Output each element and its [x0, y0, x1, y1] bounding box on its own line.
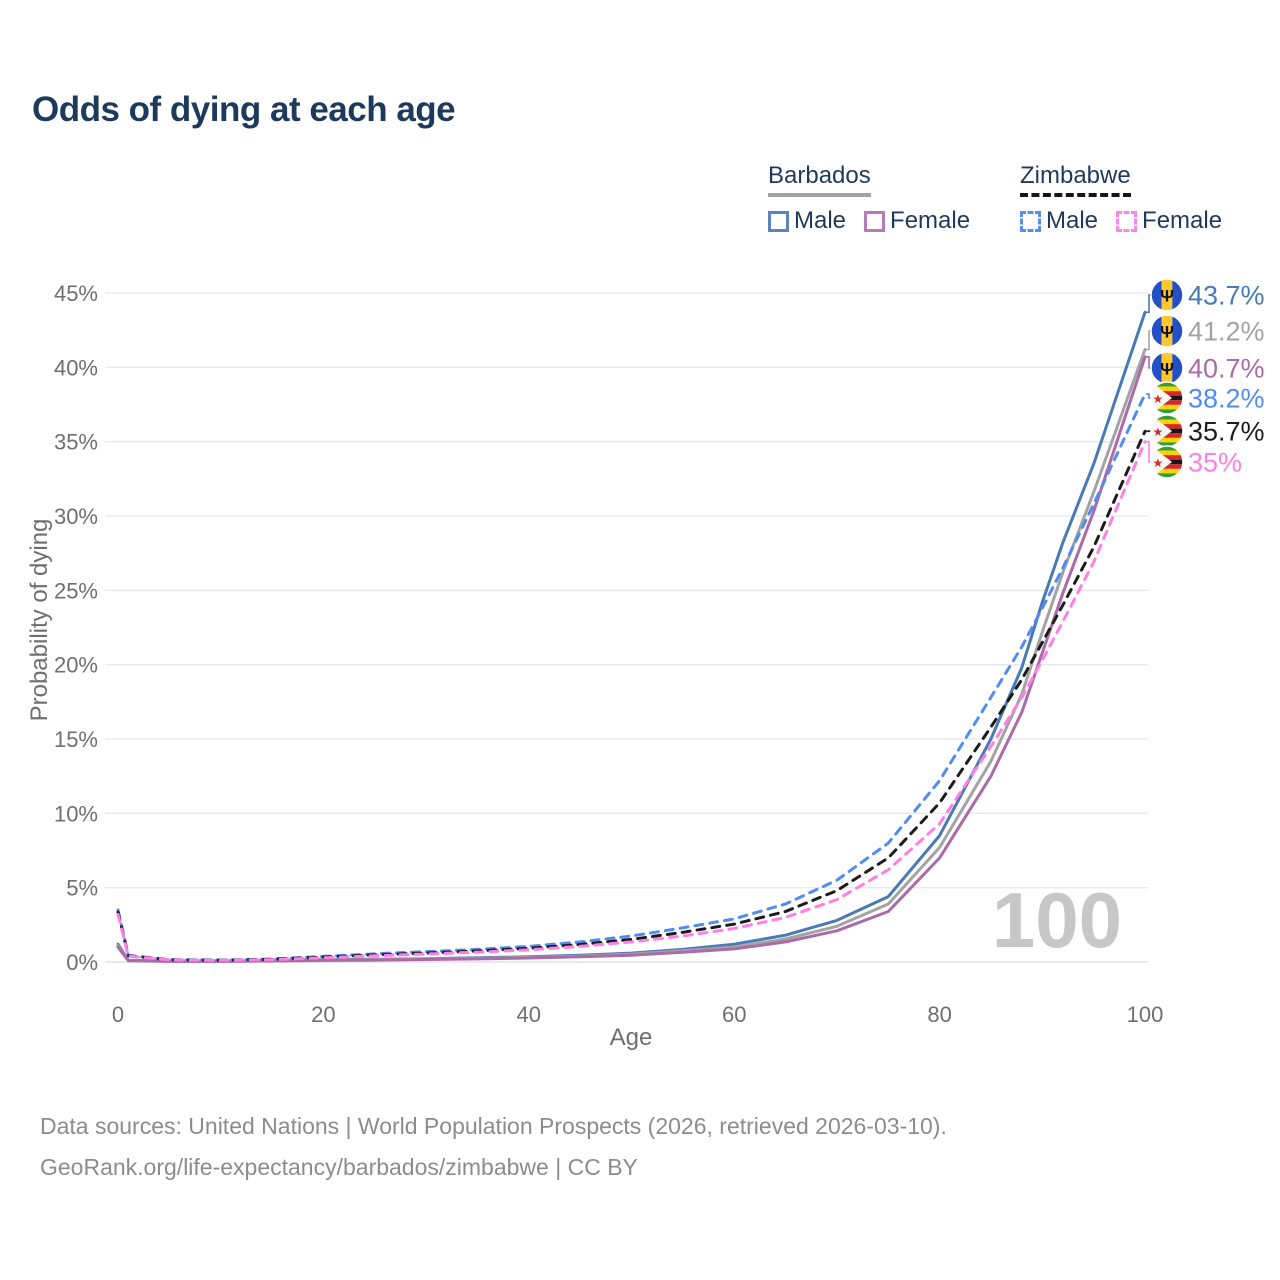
zimbabwe-flag-icon: [1151, 382, 1183, 414]
y-tick-label: 45%: [54, 281, 98, 306]
series-lines: [116, 310, 1147, 963]
x-tick-label: 60: [722, 1002, 746, 1027]
footer: Data sources: United Nations | World Pop…: [40, 1106, 947, 1188]
end-label-value: 35%: [1188, 448, 1242, 478]
legend-swatch-barbados-female-icon: [864, 210, 886, 232]
legend-header-barbados: Barbados: [768, 162, 871, 197]
y-tick-label: 20%: [54, 653, 98, 678]
y-tick-label: 35%: [54, 430, 98, 455]
legend-item-barbados-male[interactable]: Male: [768, 207, 846, 235]
legend-header-zimbabwe: Zimbabwe: [1020, 162, 1131, 197]
zimbabwe-flag-icon: [1151, 415, 1183, 447]
end-label-row: 41.2%: [1151, 315, 1265, 347]
legend-item-zimbabwe-female[interactable]: Female: [1116, 207, 1222, 235]
barbados-flag-icon: [1151, 352, 1183, 384]
y-tick-label: 30%: [54, 504, 98, 529]
series-line-barbados-female: [116, 355, 1147, 963]
legend-label-barbados-male: Male: [794, 207, 847, 234]
legend-label-zimbabwe-female: Female: [1142, 207, 1223, 234]
barbados-flag-icon: [1151, 315, 1183, 347]
legend-items-barbados: Male Female: [768, 207, 970, 235]
y-tick-label: 25%: [54, 578, 98, 603]
x-tick-label: 20: [311, 1002, 335, 1027]
age-watermark: 100: [992, 876, 1122, 964]
legend-swatch-zimbabwe-male-icon: [1020, 210, 1041, 232]
legend-item-barbados-female[interactable]: Female: [864, 207, 970, 235]
end-label-value: 35.7%: [1188, 417, 1265, 447]
y-axis-title: Probability of dying: [26, 519, 53, 722]
zimbabwe-flag-icon: [1151, 446, 1183, 478]
x-tick-label: 100: [1127, 1002, 1164, 1027]
x-axis-tick-labels: 0 20 40 60 80 100: [112, 1002, 1163, 1027]
page-title: Odds of dying at each age: [32, 90, 456, 129]
y-tick-label: 40%: [54, 355, 98, 380]
x-tick-label: 80: [927, 1002, 951, 1027]
legend-group-zimbabwe: Zimbabwe Male Female: [1020, 162, 1222, 235]
end-label-value: 41.2%: [1188, 317, 1265, 347]
series-line-zimbabwe-both: [116, 429, 1147, 962]
end-label-row: 35%: [1151, 446, 1242, 478]
legend-label-barbados-female: Female: [890, 207, 971, 234]
gridlines: [105, 292, 1148, 963]
series-end-labels: 43.7% 41.2% 40.7%38.2%35.7%35%: [1146, 279, 1265, 478]
end-label-row: 35.7%: [1151, 415, 1265, 447]
end-label-row: 43.7%: [1151, 279, 1265, 311]
y-tick-label: 5%: [66, 876, 98, 901]
legend-label-zimbabwe-male: Male: [1046, 207, 1099, 234]
legend-items-zimbabwe: Male Female: [1020, 207, 1222, 235]
legend-group-barbados: Barbados Male Female: [768, 162, 970, 235]
y-tick-label: 0%: [66, 950, 98, 975]
y-tick-label: 15%: [54, 727, 98, 752]
x-axis-title: Age: [610, 1024, 653, 1051]
data-sources-text: Data sources: United Nations | World Pop…: [40, 1113, 947, 1139]
legend-item-zimbabwe-male[interactable]: Male: [1020, 207, 1098, 235]
end-label-row: 40.7%: [1151, 352, 1265, 384]
x-tick-label: 0: [112, 1002, 124, 1027]
end-label-row: 38.2%: [1151, 382, 1265, 414]
series-line-barbados-male: [116, 310, 1147, 963]
end-label-value: 38.2%: [1188, 384, 1265, 414]
end-label-value: 43.7%: [1188, 281, 1265, 311]
barbados-flag-icon: [1151, 279, 1183, 311]
attribution-link[interactable]: GeoRank.org/life-expectancy/barbados/zim…: [40, 1154, 638, 1180]
end-label-value: 40.7%: [1188, 354, 1265, 384]
series-line-zimbabwe-female: [116, 440, 1147, 962]
x-tick-label: 40: [517, 1002, 541, 1027]
legend-swatch-zimbabwe-female-icon: [1116, 210, 1138, 232]
legend-swatch-barbados-male-icon: [768, 210, 789, 232]
y-axis-tick-labels: 0% 5% 10% 15% 20% 25% 30% 35% 40% 45%: [54, 281, 98, 975]
y-tick-label: 10%: [54, 801, 98, 826]
